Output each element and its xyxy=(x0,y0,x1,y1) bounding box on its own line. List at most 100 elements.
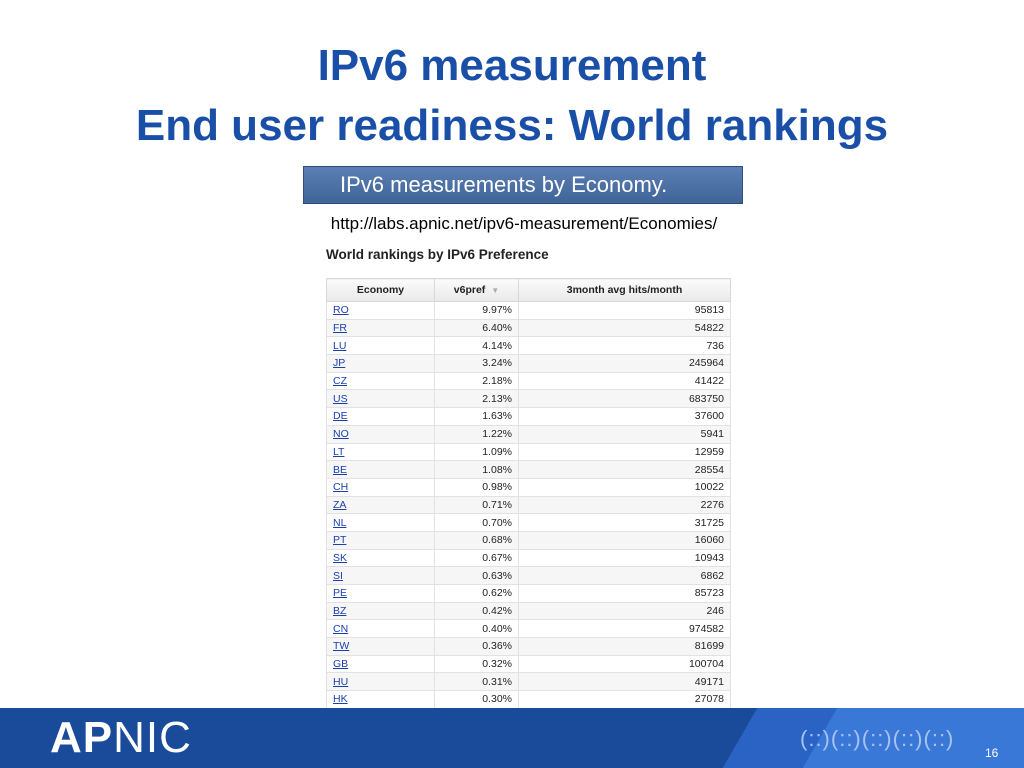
cell-hits: 41422 xyxy=(518,371,731,391)
cell-economy[interactable]: LU xyxy=(326,336,435,356)
table-row: FR 6.40% 54822 xyxy=(326,318,731,338)
table-row: GB 0.32% 100704 xyxy=(326,654,731,674)
cell-v6pref: 6.40% xyxy=(434,318,519,338)
cell-economy[interactable]: NO xyxy=(326,424,435,444)
economy-link[interactable]: DE xyxy=(333,410,348,423)
economy-link[interactable]: US xyxy=(333,392,348,405)
table-row: NL 0.70% 31725 xyxy=(326,513,731,532)
cell-economy[interactable]: HK xyxy=(326,690,435,709)
economy-link[interactable]: LT xyxy=(333,445,345,458)
cell-hits: 81699 xyxy=(518,637,731,656)
header-economy[interactable]: Economy xyxy=(326,278,435,302)
table-row: JP 3.24% 245964 xyxy=(326,354,731,373)
table-row: LT 1.09% 12959 xyxy=(326,442,731,462)
cell-hits: 37600 xyxy=(518,407,731,426)
cell-economy[interactable]: JP xyxy=(326,354,435,373)
cell-v6pref: 0.70% xyxy=(434,513,519,532)
cell-v6pref: 0.68% xyxy=(434,530,519,550)
slide-title-line1: IPv6 measurement xyxy=(317,41,707,90)
economy-link[interactable]: GB xyxy=(333,658,349,671)
economy-link[interactable]: SI xyxy=(333,569,343,582)
economy-link[interactable]: CH xyxy=(333,481,349,494)
cell-economy[interactable]: CZ xyxy=(326,371,435,391)
economy-link[interactable]: CN xyxy=(333,622,349,635)
cell-economy[interactable]: PT xyxy=(326,530,435,550)
economy-link[interactable]: HK xyxy=(333,693,348,706)
cell-hits: 10022 xyxy=(518,477,731,497)
rankings-table: Economy v6pref ▼ 3month avg hits/month RO… xyxy=(326,278,731,709)
cell-v6pref: 2.13% xyxy=(434,389,519,409)
page-number: 16 xyxy=(985,746,999,760)
cell-economy[interactable]: LT xyxy=(326,442,435,462)
economy-link[interactable]: NL xyxy=(333,516,347,529)
economy-link[interactable]: BE xyxy=(333,463,348,476)
cell-hits: 2276 xyxy=(518,495,731,515)
economy-link[interactable]: RO xyxy=(333,304,349,317)
table-row: HK 0.30% 27078 xyxy=(326,690,731,709)
footer-bar: APNIC (::)(::)(::)(::)(::) 16 xyxy=(0,708,1024,768)
table-row: PE 0.62% 85723 xyxy=(326,584,731,603)
economy-link[interactable]: SK xyxy=(333,551,348,564)
cell-economy[interactable]: HU xyxy=(326,672,435,692)
economy-link[interactable]: FR xyxy=(333,322,347,335)
cell-economy[interactable]: RO xyxy=(326,301,435,320)
table-row: SK 0.67% 10943 xyxy=(326,548,731,568)
cell-hits: 10943 xyxy=(518,548,731,568)
economy-link[interactable]: LU xyxy=(333,339,347,352)
rankings-table-container: Economy v6pref ▼ 3month avg hits/month RO… xyxy=(326,278,731,709)
economy-link[interactable]: CZ xyxy=(333,375,347,388)
economy-link[interactable]: JP xyxy=(333,357,346,370)
cell-v6pref: 1.22% xyxy=(434,424,519,444)
economy-link[interactable]: PT xyxy=(333,534,347,547)
cell-hits: 85723 xyxy=(518,584,731,603)
table-row: US 2.13% 683750 xyxy=(326,389,731,409)
economy-link[interactable]: HU xyxy=(333,675,349,688)
cell-economy[interactable]: SI xyxy=(326,566,435,585)
cell-economy[interactable]: DE xyxy=(326,407,435,426)
table-row: CZ 2.18% 41422 xyxy=(326,371,731,391)
cell-hits: 95813 xyxy=(518,301,731,320)
table-row: SI 0.63% 6862 xyxy=(326,566,731,585)
table-row: CN 0.40% 974582 xyxy=(326,619,731,639)
cell-economy[interactable]: BZ xyxy=(326,601,435,621)
cell-v6pref: 1.09% xyxy=(434,442,519,462)
cell-economy[interactable]: GB xyxy=(326,654,435,674)
table-row: BZ 0.42% 246 xyxy=(326,601,731,621)
cell-economy[interactable]: SK xyxy=(326,548,435,568)
footer-pattern-icon: (::)(::)(::)(::)(::) xyxy=(800,726,955,751)
header-hits[interactable]: 3month avg hits/month xyxy=(518,278,731,302)
cell-hits: 245964 xyxy=(518,354,731,373)
cell-economy[interactable]: ZA xyxy=(326,495,435,515)
cell-economy[interactable]: US xyxy=(326,389,435,409)
cell-v6pref: 1.08% xyxy=(434,460,519,479)
economy-link[interactable]: NO xyxy=(333,428,349,441)
cell-economy[interactable]: PE xyxy=(326,584,435,603)
slide-title-line2: End user readiness: World rankings xyxy=(135,101,889,150)
table-row: BE 1.08% 28554 xyxy=(326,460,731,479)
cell-economy[interactable]: CH xyxy=(326,477,435,497)
economy-link[interactable]: ZA xyxy=(333,498,347,511)
header-v6pref[interactable]: v6pref ▼ xyxy=(434,278,519,302)
cell-hits: 16060 xyxy=(518,530,731,550)
cell-v6pref: 0.67% xyxy=(434,548,519,568)
cell-economy[interactable]: TW xyxy=(326,637,435,656)
cell-v6pref: 0.98% xyxy=(434,477,519,497)
cell-hits: 31725 xyxy=(518,513,731,532)
cell-v6pref: 0.62% xyxy=(434,584,519,603)
economy-link[interactable]: PE xyxy=(333,587,348,600)
cell-economy[interactable]: BE xyxy=(326,460,435,479)
cell-hits: 49171 xyxy=(518,672,731,692)
cell-economy[interactable]: FR xyxy=(326,318,435,338)
cell-v6pref: 2.18% xyxy=(434,371,519,391)
cell-v6pref: 0.71% xyxy=(434,495,519,515)
table-row: CH 0.98% 10022 xyxy=(326,477,731,497)
cell-hits: 54822 xyxy=(518,318,731,338)
economy-link[interactable]: BZ xyxy=(333,605,347,618)
economy-link[interactable]: TW xyxy=(333,640,350,653)
sort-down-icon: ▼ xyxy=(491,286,500,295)
table-row: HU 0.31% 49171 xyxy=(326,672,731,692)
source-url[interactable]: http://labs.apnic.net/ipv6-measurement/E… xyxy=(330,214,718,233)
cell-v6pref: 0.30% xyxy=(434,690,519,709)
cell-economy[interactable]: CN xyxy=(326,619,435,639)
cell-economy[interactable]: NL xyxy=(326,513,435,532)
